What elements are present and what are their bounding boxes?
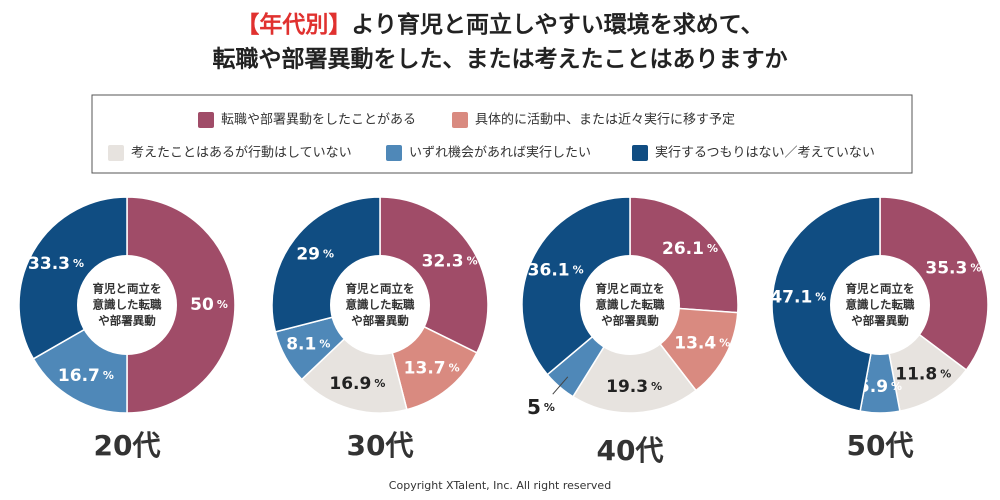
donut-hole (830, 255, 930, 355)
title-line-2: 転職や部署異動をした、または考えたことはありますか (213, 46, 788, 73)
data-label: 50% (190, 295, 228, 315)
leader-line (552, 376, 569, 395)
slice (571, 303, 698, 414)
title-text: より育児と両立しやすい環境を求めて、 (351, 11, 763, 38)
chart-title: 50代 (847, 429, 914, 462)
data-label-unit: % (940, 368, 951, 381)
slice (879, 196, 989, 371)
chart-title: 40代 (597, 434, 664, 467)
legend-box (91, 94, 913, 174)
data-label: 35.3% (925, 258, 981, 278)
legend-label: 転職や部署異動をしたことがある (221, 113, 416, 128)
slice (771, 196, 881, 413)
data-label-unit: % (707, 242, 718, 255)
center-text: 意識した転職 (846, 298, 915, 312)
data-label-unit: % (374, 377, 385, 390)
center-text: や部署異動 (351, 314, 409, 328)
data-label-value: 13.7 (404, 359, 446, 379)
data-label: 13.7% (404, 359, 460, 379)
data-label-value: 47.1 (770, 287, 812, 307)
data-label-value: 5 (527, 394, 541, 418)
data-label-value: 33.3 (28, 254, 70, 274)
donut-hole (580, 255, 680, 355)
data-label-unit: % (319, 338, 330, 351)
center-text: や部署異動 (98, 314, 156, 328)
data-label-unit: % (651, 380, 662, 393)
center-text: 意識した転職 (346, 298, 415, 312)
data-label: 19.3% (606, 377, 662, 397)
data-label-value: 35.3 (925, 258, 967, 278)
data-label-value: 36.1 (528, 260, 570, 280)
title-line-1: 【年代別】より育児と両立しやすい環境を求めて、 (236, 11, 763, 38)
data-label-value: 50 (190, 295, 214, 315)
data-label: 32.3% (422, 252, 478, 272)
legend-swatch (452, 112, 468, 128)
data-label: 36.1% (528, 260, 584, 280)
data-label-value: 16.9 (329, 374, 371, 394)
data-label-unit: % (573, 263, 584, 276)
center-text: 育児と両立を (596, 282, 665, 296)
data-label-unit: % (449, 362, 460, 375)
legend-swatch (632, 145, 648, 161)
data-label: 47.1% (770, 287, 826, 307)
slice (126, 196, 236, 414)
donut-hole (330, 255, 430, 355)
data-label-value: 19.3 (606, 377, 648, 397)
center-text: 意識した転職 (596, 298, 665, 312)
data-label: 26.1% (662, 239, 718, 259)
data-label-unit: % (103, 369, 114, 382)
legend-swatch (386, 145, 402, 161)
data-label-unit: % (815, 290, 826, 303)
data-label: 16.7% (58, 366, 114, 386)
data-label-value: 8.1 (286, 335, 316, 355)
data-label-value: 13.4 (674, 334, 716, 354)
legend-label: 考えたことはあるが行動はしていない (131, 146, 352, 161)
legend-swatch (198, 112, 214, 128)
data-label-unit: % (73, 257, 84, 270)
legend-label: 実行するつもりはない／考えていない (655, 145, 875, 161)
copyright: Copyright XTalent, Inc. All right reserv… (389, 479, 611, 492)
data-label: 5% (527, 394, 555, 418)
data-label: 33.3% (28, 254, 84, 274)
center-text: や部署異動 (601, 314, 659, 328)
data-label-value: 26.1 (662, 239, 704, 259)
data-label-value: 32.3 (422, 252, 464, 272)
donut-hole (77, 255, 177, 355)
data-label-unit: % (467, 255, 478, 268)
chart-title: 30代 (347, 429, 414, 462)
center-text: 意識した転職 (93, 298, 162, 312)
center-text: や部署異動 (851, 314, 909, 328)
data-label: 16.9% (329, 374, 385, 394)
center-text: 育児と両立を (346, 282, 415, 296)
data-label: 8.1% (286, 335, 330, 355)
data-label-unit: % (970, 261, 981, 274)
chart-title: 20代 (94, 429, 161, 462)
data-label-value: 11.8 (895, 365, 937, 385)
data-label-value: 29 (296, 245, 320, 265)
data-label-unit: % (217, 298, 228, 311)
slice (521, 196, 631, 376)
data-label-value: 16.7 (58, 366, 100, 386)
title-tag: 【年代別】 (236, 11, 351, 38)
data-label: 13.4% (674, 334, 730, 354)
legend-label: 具体的に活動中、または近々実行に移す予定 (475, 112, 735, 128)
center-text: 育児と両立を (93, 282, 162, 296)
data-label: 11.8% (895, 365, 951, 385)
legend-swatch (108, 145, 124, 161)
data-label-unit: % (323, 248, 334, 261)
data-label-unit: % (891, 380, 902, 393)
data-label-unit: % (544, 401, 555, 414)
legend-label: いずれ機会があれば実行したい (409, 145, 591, 161)
center-text: 育児と両立を (846, 282, 915, 296)
data-label-unit: % (719, 337, 730, 350)
data-label: 29% (296, 245, 334, 265)
